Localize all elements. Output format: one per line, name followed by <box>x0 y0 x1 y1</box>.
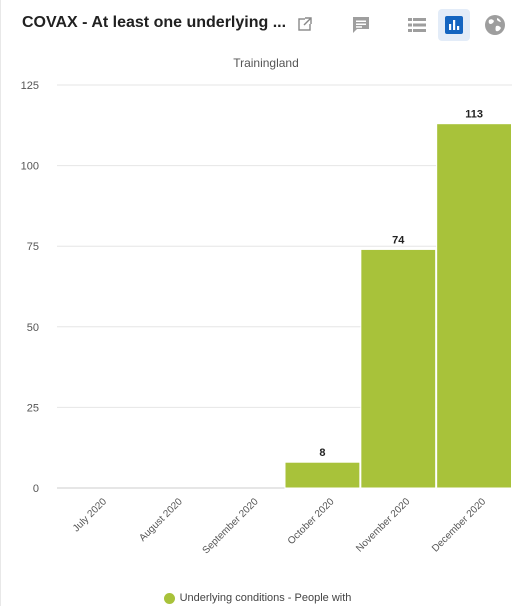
data-label: 113 <box>465 109 483 121</box>
y-tick-label: 100 <box>21 161 39 173</box>
table-view-button[interactable] <box>401 9 433 41</box>
bars <box>284 123 512 489</box>
y-tick-label: 0 <box>33 483 39 495</box>
bar <box>284 461 361 489</box>
map-view-icon <box>485 15 505 35</box>
x-tick-label: October 2020 <box>286 496 337 547</box>
interpretation-icon <box>353 17 369 33</box>
legend[interactable]: Underlying conditions - People with <box>1 590 513 606</box>
x-tick-label: December 2020 <box>430 496 488 554</box>
legend-label: Underlying conditions - People with <box>179 592 352 604</box>
data-labels: 8 74 113 <box>319 109 483 460</box>
external-link-icon[interactable] <box>297 16 313 32</box>
bar <box>436 123 512 489</box>
bar <box>360 248 437 489</box>
chart-view-icon <box>445 16 463 34</box>
bar-chart: Trainingland 0 25 50 75 100 125 8 74 113 July 2… <box>21 56 512 556</box>
y-axis-labels: 0 25 50 75 100 125 <box>21 80 39 495</box>
y-tick-label: 25 <box>27 402 39 414</box>
x-tick-label: August 2020 <box>137 496 185 544</box>
y-tick-label: 50 <box>27 322 39 334</box>
data-label: 8 <box>319 447 325 459</box>
chart-subtitle: Trainingland <box>233 56 299 70</box>
y-tick-label: 125 <box>21 80 39 92</box>
x-tick-label: July 2020 <box>71 496 109 534</box>
x-tick-label: September 2020 <box>201 496 261 556</box>
chart-header: COVAX - At least one underlying ... <box>1 0 513 48</box>
data-label: 74 <box>392 234 405 246</box>
y-tick-label: 75 <box>27 241 39 253</box>
interpretations-button[interactable] <box>345 9 377 41</box>
legend-marker <box>163 592 175 604</box>
map-view-button[interactable] <box>479 9 511 41</box>
x-tick-label: November 2020 <box>354 496 412 554</box>
table-view-icon <box>408 18 426 32</box>
chart-view-button[interactable] <box>438 9 470 41</box>
chart-title: COVAX - At least one underlying ... <box>22 14 287 31</box>
x-axis-labels: July 2020 August 2020 September 2020 Octobe… <box>71 496 489 556</box>
